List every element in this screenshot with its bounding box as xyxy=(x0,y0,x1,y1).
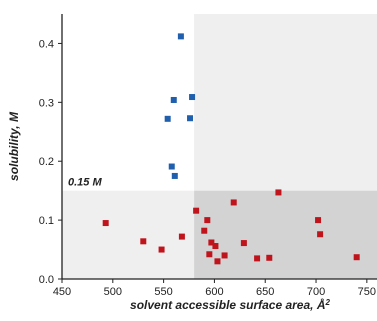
data-point-series-0 xyxy=(171,172,178,179)
y-tick-label: 0.2 xyxy=(39,156,54,168)
data-point-series-1 xyxy=(254,255,261,262)
data-point-series-1 xyxy=(214,258,221,265)
shaded-regions xyxy=(62,14,377,279)
threshold-label: 0.15 M xyxy=(68,177,102,189)
data-point-series-1 xyxy=(208,239,215,246)
x-tick-label: 500 xyxy=(104,286,122,298)
x-tick-label: 550 xyxy=(154,286,172,298)
x-axis-label-text: solvent accessible surface area, Å xyxy=(130,298,325,312)
data-point-series-1 xyxy=(158,246,165,253)
data-point-series-1 xyxy=(201,227,208,234)
data-point-series-1 xyxy=(317,231,324,238)
data-point-series-0 xyxy=(189,94,196,101)
data-point-series-0 xyxy=(187,115,194,122)
data-point-series-1 xyxy=(178,233,185,240)
data-point-series-1 xyxy=(275,189,282,196)
y-tick-label: 0.0 xyxy=(39,274,54,286)
data-point-series-1 xyxy=(221,252,228,259)
data-point-series-1 xyxy=(193,207,200,214)
region-low-solubility-small-area xyxy=(62,190,195,279)
y-tick-label: 0.3 xyxy=(39,97,54,109)
data-point-series-1 xyxy=(212,243,219,250)
x-tick-label: 700 xyxy=(307,286,325,298)
region-high-solubility-large-area xyxy=(194,14,377,191)
region-low-solubility-large-area xyxy=(194,190,377,279)
y-tick-label: 0.4 xyxy=(39,38,54,50)
data-point-series-0 xyxy=(168,163,175,170)
y-axis-label: solubility, M xyxy=(7,111,21,181)
data-point-series-1 xyxy=(315,217,322,224)
y-tick-label: 0.1 xyxy=(39,215,54,227)
data-point-series-1 xyxy=(240,240,247,247)
data-point-series-1 xyxy=(140,238,147,245)
data-point-series-1 xyxy=(206,251,213,258)
data-point-series-1 xyxy=(353,254,360,261)
data-point-series-1 xyxy=(230,199,237,206)
x-axis-label: solvent accessible surface area, Å2 xyxy=(130,298,330,313)
data-point-series-1 xyxy=(204,217,211,224)
x-tick-label: 600 xyxy=(205,286,223,298)
data-point-series-0 xyxy=(170,96,177,103)
data-point-series-1 xyxy=(266,254,273,261)
tick-labels: 450 500 550 600 650 700 750 0.0 0.1 0.2 0.3 0.4 xyxy=(39,38,376,298)
axes xyxy=(58,14,377,283)
data-point-series-0 xyxy=(164,115,171,122)
data-points xyxy=(102,33,360,265)
x-axis-label-superscript: 2 xyxy=(325,298,331,307)
x-tick-label: 750 xyxy=(358,286,376,298)
x-tick-label: 450 xyxy=(53,286,71,298)
data-point-series-0 xyxy=(177,33,184,40)
data-point-series-1 xyxy=(102,220,109,227)
x-tick-label: 650 xyxy=(256,286,274,298)
